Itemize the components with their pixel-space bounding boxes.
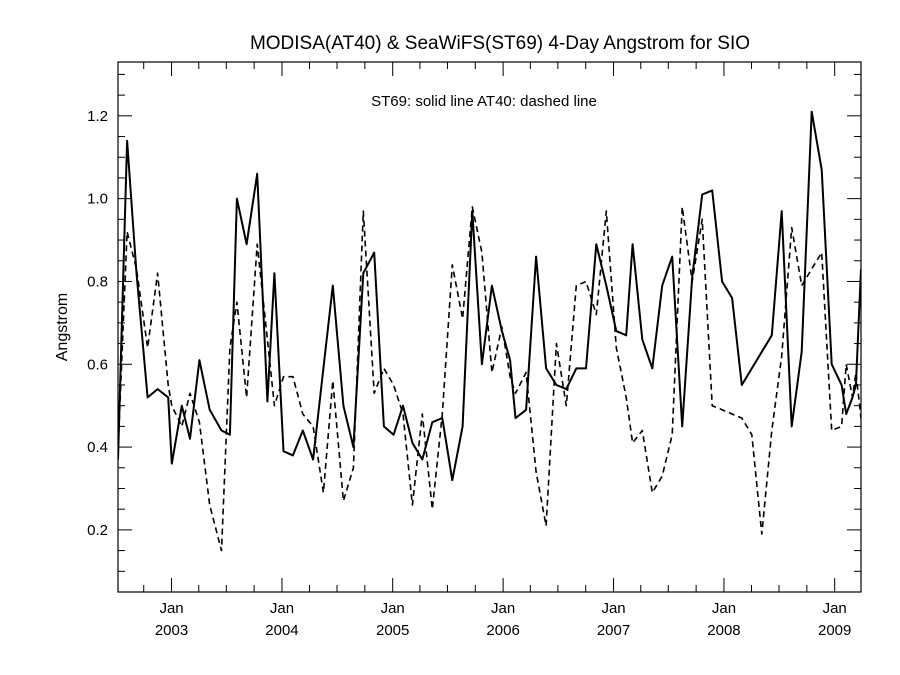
x-tick-month-label: Jan xyxy=(159,600,183,617)
x-tick-year-label: 2008 xyxy=(707,622,740,639)
x-tick-month-label: Jan xyxy=(270,600,294,617)
x-tick-year-label: 2007 xyxy=(597,622,630,639)
x-tick-year-label: 2004 xyxy=(265,622,298,639)
x-tick-month-label: Jan xyxy=(601,600,625,617)
x-tick-year-label: 2005 xyxy=(376,622,409,639)
x-tick-month-label: Jan xyxy=(823,600,847,617)
y-tick-label: 1.0 xyxy=(87,191,108,208)
x-tick-month-label: Jan xyxy=(381,600,405,617)
x-tick-year-label: 2006 xyxy=(486,622,519,639)
x-tick-month-label: Jan xyxy=(712,600,736,617)
y-tick-label: 0.6 xyxy=(87,356,108,373)
plot-frame xyxy=(117,61,862,593)
x-tick-month-label: Jan xyxy=(491,600,515,617)
x-tick-year-label: 2003 xyxy=(155,622,188,639)
x-tick-year-label: 2009 xyxy=(818,622,851,639)
series-line-st69 xyxy=(118,110,861,482)
plot-area: 0.2 0.4 0.6 0.8 1.0 1.2 Jan 2003 Jan 2004 Jan 2005 J… xyxy=(87,61,862,639)
series-line-at40 xyxy=(118,206,861,552)
y-tick-label: 1.2 xyxy=(87,108,108,125)
y-tick-label: 0.8 xyxy=(87,273,108,290)
y-tick-label: 0.4 xyxy=(87,439,108,456)
legend-annotation: ST69: solid line AT40: dashed line xyxy=(371,93,597,110)
y-tick-label: 0.2 xyxy=(87,522,108,539)
chart-title: MODISA(AT40) & SeaWiFS(ST69) 4-Day Angst… xyxy=(250,33,750,54)
y-axis-label: Angstrom xyxy=(54,293,71,361)
